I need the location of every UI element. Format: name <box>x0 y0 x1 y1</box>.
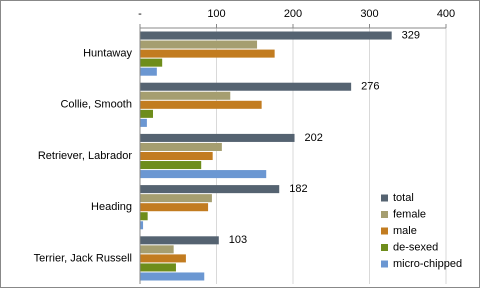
data-label: 103 <box>229 234 247 246</box>
legend-label: de-sexed <box>393 241 438 253</box>
x-tick-label: 200 <box>284 8 302 20</box>
legend-label: micro-chipped <box>393 258 462 270</box>
bar <box>140 245 174 254</box>
legend-swatch <box>381 244 388 251</box>
bar <box>140 170 267 179</box>
bar <box>140 203 209 212</box>
bar <box>140 133 295 142</box>
legend-label: male <box>393 225 417 237</box>
bar <box>140 212 148 221</box>
bar <box>140 263 176 272</box>
bar <box>140 40 258 49</box>
bar <box>140 161 202 170</box>
y-tick-label: Retriever, Labrador <box>38 150 132 162</box>
y-tick-label: Huntaway <box>83 48 132 60</box>
data-label: 202 <box>305 132 323 144</box>
bar <box>140 254 186 263</box>
x-tick-label: 100 <box>207 8 225 20</box>
y-tick-label: Collie, Smooth <box>60 99 132 111</box>
bar <box>140 185 280 194</box>
bar <box>140 109 154 118</box>
bar <box>140 151 213 161</box>
bar <box>140 221 144 230</box>
bar <box>140 31 392 40</box>
legend-swatch <box>381 227 388 235</box>
bar <box>140 118 147 127</box>
x-tick-label: 400 <box>437 8 455 20</box>
bar <box>140 100 262 109</box>
legend-swatch <box>381 260 388 268</box>
y-tick-label: Terrier, Jack Russell <box>34 252 132 264</box>
x-tick-label: - <box>138 8 142 20</box>
data-label: 276 <box>361 81 379 93</box>
bar <box>140 272 205 281</box>
bar <box>140 58 163 67</box>
bar <box>140 236 219 245</box>
legend-label: female <box>393 208 426 220</box>
legend-swatch <box>381 194 388 202</box>
bar <box>140 91 231 100</box>
data-label: 182 <box>289 183 307 195</box>
data-label: 329 <box>402 29 420 41</box>
bar <box>140 67 157 76</box>
x-tick-label: 300 <box>360 8 378 20</box>
bar <box>140 142 222 151</box>
legend-swatch <box>381 211 388 218</box>
legend-label: total <box>393 192 414 204</box>
bar <box>140 82 352 91</box>
bar <box>140 49 275 58</box>
y-tick-label: Heading <box>91 201 132 213</box>
bar <box>140 194 212 203</box>
